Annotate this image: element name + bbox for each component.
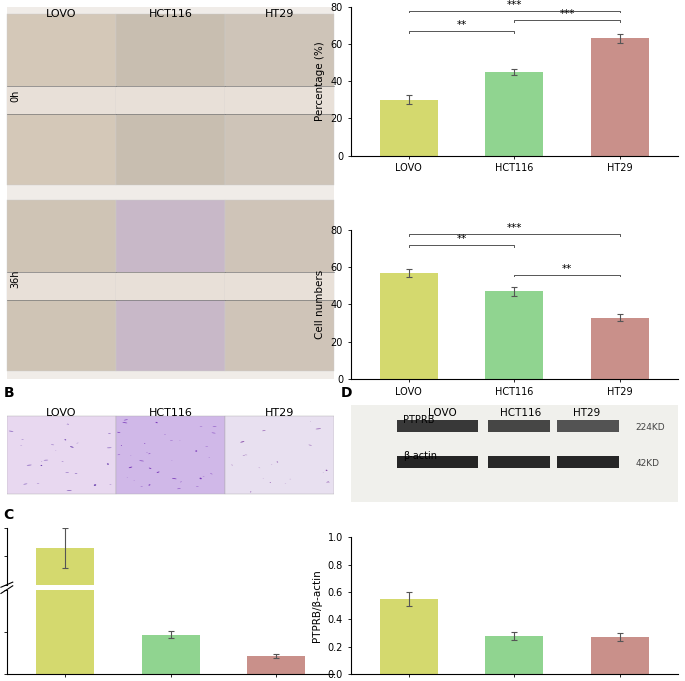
Bar (247, 656, 306, 674)
Ellipse shape (199, 477, 202, 479)
FancyBboxPatch shape (225, 272, 334, 300)
FancyBboxPatch shape (7, 14, 116, 185)
Ellipse shape (172, 478, 177, 479)
Bar (486, 72, 543, 156)
Ellipse shape (107, 463, 109, 464)
Ellipse shape (155, 422, 158, 423)
Bar (379, 273, 438, 379)
Text: ***: *** (560, 10, 575, 19)
Bar (36, 548, 94, 681)
FancyBboxPatch shape (116, 200, 225, 371)
Ellipse shape (180, 481, 182, 482)
Text: B: B (3, 386, 14, 400)
FancyBboxPatch shape (116, 14, 225, 185)
Bar (36, 590, 94, 674)
Bar (379, 599, 438, 674)
FancyBboxPatch shape (225, 86, 334, 114)
Text: HT29: HT29 (265, 409, 295, 418)
Text: 0h: 0h (10, 90, 20, 102)
Text: C: C (3, 507, 14, 522)
Bar (591, 317, 649, 379)
Text: LOVO: LOVO (46, 409, 77, 418)
Ellipse shape (124, 419, 128, 420)
Y-axis label: Cell numbers: Cell numbers (315, 270, 325, 339)
FancyBboxPatch shape (7, 416, 116, 494)
Ellipse shape (326, 481, 329, 482)
Text: HCT116: HCT116 (149, 9, 192, 18)
Ellipse shape (117, 432, 121, 433)
FancyBboxPatch shape (397, 420, 478, 432)
Bar (486, 291, 543, 379)
Ellipse shape (144, 443, 145, 444)
Ellipse shape (149, 468, 151, 469)
FancyBboxPatch shape (557, 456, 619, 468)
FancyBboxPatch shape (397, 456, 478, 468)
Text: HCT116: HCT116 (149, 409, 192, 418)
Text: **: ** (562, 264, 573, 274)
FancyBboxPatch shape (7, 272, 116, 300)
FancyBboxPatch shape (116, 86, 225, 114)
Ellipse shape (177, 488, 181, 489)
Text: 224KD: 224KD (636, 422, 665, 432)
Y-axis label: Percentage (%): Percentage (%) (315, 42, 325, 121)
Ellipse shape (210, 473, 212, 474)
Text: 36h: 36h (10, 269, 20, 287)
Ellipse shape (94, 484, 96, 486)
Text: D: D (341, 385, 352, 400)
Bar (142, 635, 199, 674)
FancyBboxPatch shape (225, 14, 334, 185)
Text: **: ** (456, 20, 466, 31)
FancyBboxPatch shape (488, 420, 551, 432)
Y-axis label: PTPRB/β-actin: PTPRB/β-actin (312, 569, 322, 642)
Text: LOVO: LOVO (428, 409, 457, 418)
Ellipse shape (149, 484, 151, 486)
FancyBboxPatch shape (557, 420, 619, 432)
Ellipse shape (75, 473, 77, 474)
FancyBboxPatch shape (488, 456, 551, 468)
Bar (591, 637, 649, 674)
Text: LOVO: LOVO (46, 9, 77, 18)
FancyBboxPatch shape (7, 7, 334, 379)
Ellipse shape (262, 430, 266, 431)
Ellipse shape (40, 465, 42, 466)
Ellipse shape (9, 431, 14, 432)
FancyBboxPatch shape (7, 200, 116, 371)
FancyBboxPatch shape (7, 86, 116, 114)
Text: HT29: HT29 (573, 409, 600, 418)
Text: **: ** (456, 234, 466, 244)
Ellipse shape (129, 466, 132, 468)
FancyBboxPatch shape (225, 200, 334, 371)
Ellipse shape (108, 433, 111, 434)
Ellipse shape (123, 422, 127, 423)
Ellipse shape (70, 446, 73, 447)
Ellipse shape (240, 441, 245, 443)
Text: A: A (3, 0, 14, 3)
Ellipse shape (139, 460, 144, 461)
FancyBboxPatch shape (116, 272, 225, 300)
Bar (486, 636, 543, 674)
Ellipse shape (316, 428, 321, 429)
Ellipse shape (325, 470, 327, 471)
Ellipse shape (270, 482, 271, 483)
Text: β-actin: β-actin (403, 452, 437, 461)
Text: 42KD: 42KD (636, 459, 660, 468)
Ellipse shape (64, 439, 66, 441)
Ellipse shape (121, 445, 122, 446)
Text: HCT116: HCT116 (500, 409, 542, 418)
Bar (379, 100, 438, 156)
Text: ***: *** (507, 223, 522, 234)
Text: ***: *** (507, 0, 522, 10)
FancyBboxPatch shape (116, 416, 225, 494)
Text: HT29: HT29 (265, 9, 295, 18)
Ellipse shape (157, 471, 160, 473)
FancyBboxPatch shape (351, 405, 678, 503)
FancyBboxPatch shape (225, 416, 334, 494)
Ellipse shape (195, 450, 197, 452)
Ellipse shape (27, 464, 32, 466)
Bar (591, 38, 649, 156)
Text: PTPRB: PTPRB (403, 415, 434, 425)
